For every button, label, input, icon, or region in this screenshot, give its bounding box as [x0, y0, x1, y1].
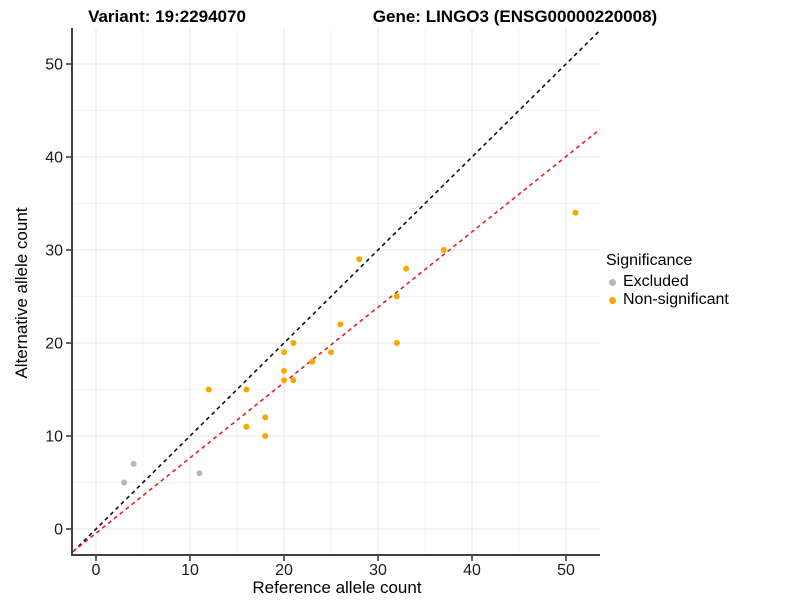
x-tick-label: 0 — [92, 562, 101, 579]
data-point-non-significant — [393, 340, 400, 346]
data-point-non-significant — [281, 367, 287, 374]
legend-title: Significance — [606, 252, 693, 269]
data-point-non-significant — [281, 377, 287, 384]
x-tick-label: 40 — [463, 562, 481, 579]
x-tick-label: 20 — [275, 562, 293, 579]
data-point-non-significant — [328, 349, 334, 356]
y-tick-label: 40 — [45, 150, 63, 167]
legend: Significance Excluded Non-significant — [606, 252, 729, 309]
data-point-excluded — [196, 470, 203, 477]
variant-title: Variant: 19:2294070 — [88, 7, 246, 26]
y-axis-label: Alternative allele count — [12, 207, 31, 379]
data-point-non-significant — [337, 321, 344, 328]
data-point-excluded — [130, 460, 137, 467]
data-point-non-significant — [309, 358, 316, 365]
y-tick-label: 50 — [45, 57, 63, 74]
x-tick-label: 30 — [369, 562, 387, 579]
legend-entry: Non-significant — [606, 291, 729, 309]
data-point-non-significant — [572, 209, 579, 216]
data-point-non-significant — [440, 247, 447, 253]
data-point-non-significant — [281, 349, 287, 356]
legend-dot-icon — [609, 296, 616, 304]
legend-entries: Excluded Non-significant — [606, 273, 729, 309]
data-point-non-significant — [205, 386, 212, 393]
y-tick-label: 10 — [45, 429, 63, 446]
x-axis-label: Reference allele count — [252, 578, 422, 597]
data-point-non-significant — [262, 433, 269, 439]
data-point-non-significant — [290, 340, 297, 346]
data-point-non-significant — [393, 293, 400, 300]
legend-entry-label: Non-significant — [623, 291, 729, 308]
y-tick-label: 30 — [45, 243, 63, 260]
data-point-non-significant — [356, 256, 363, 263]
data-point-non-significant — [403, 265, 410, 272]
data-point-non-significant — [290, 377, 297, 384]
data-point-non-significant — [262, 414, 269, 421]
data-point-non-significant — [243, 423, 250, 430]
data-point-excluded — [121, 479, 128, 486]
legend-dot-icon — [609, 278, 616, 286]
y-tick-label: 0 — [54, 522, 63, 539]
x-tick-label: 50 — [557, 562, 575, 579]
legend-entry: Excluded — [606, 273, 729, 291]
y-tick-label: 20 — [45, 336, 63, 353]
gene-title: Gene: LINGO3 (ENSG00000220008) — [372, 7, 658, 26]
legend-entry-label: Excluded — [623, 273, 689, 290]
data-point-non-significant — [243, 386, 250, 393]
regression-line — [72, 128, 601, 553]
identity-line — [72, 29, 601, 553]
x-tick-label: 10 — [181, 562, 199, 579]
